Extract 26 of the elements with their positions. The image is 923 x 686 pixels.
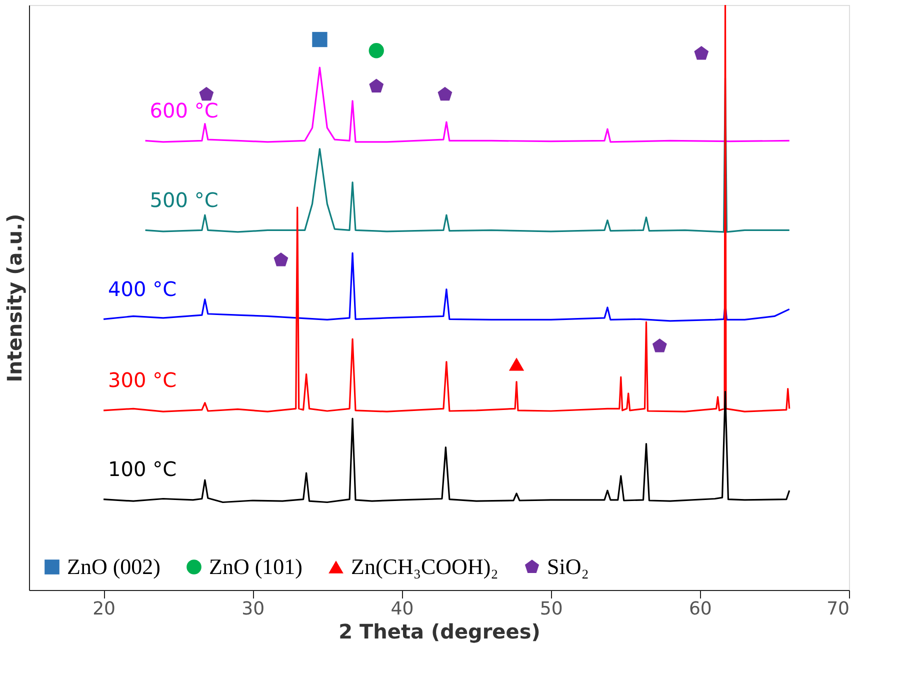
legend-label: ZnO (101) — [209, 554, 302, 579]
legend-label: SiO₂ — [547, 554, 589, 579]
series-label: 600 °C — [150, 98, 218, 122]
x-axis-title: 2 Theta (degrees) — [338, 620, 540, 644]
point — [199, 86, 214, 101]
x-tick-label: 60 — [688, 598, 712, 620]
point — [368, 43, 384, 58]
series-label: 500 °C — [150, 188, 218, 212]
x-tick-label: 50 — [540, 598, 563, 620]
x-tick-label: 20 — [92, 598, 116, 620]
legend-label: Zn(CH₃COOH)₂ — [351, 554, 498, 579]
series-label: 400 °C — [108, 276, 177, 301]
y-axis-title: Intensity (a.u.) — [2, 214, 26, 382]
series-label: 100 °C — [108, 457, 177, 482]
point — [508, 358, 524, 371]
point — [274, 252, 288, 266]
legend-label: ZnO (002) — [67, 554, 160, 579]
x-tick-label: 40 — [390, 598, 414, 620]
point — [694, 46, 709, 60]
point — [312, 32, 328, 48]
point — [438, 86, 452, 101]
point — [652, 338, 667, 352]
x-tick-label: 30 — [242, 598, 265, 620]
x-tick-label: 70 — [826, 598, 850, 620]
point — [369, 78, 384, 92]
series-label: 300 °C — [108, 368, 177, 392]
